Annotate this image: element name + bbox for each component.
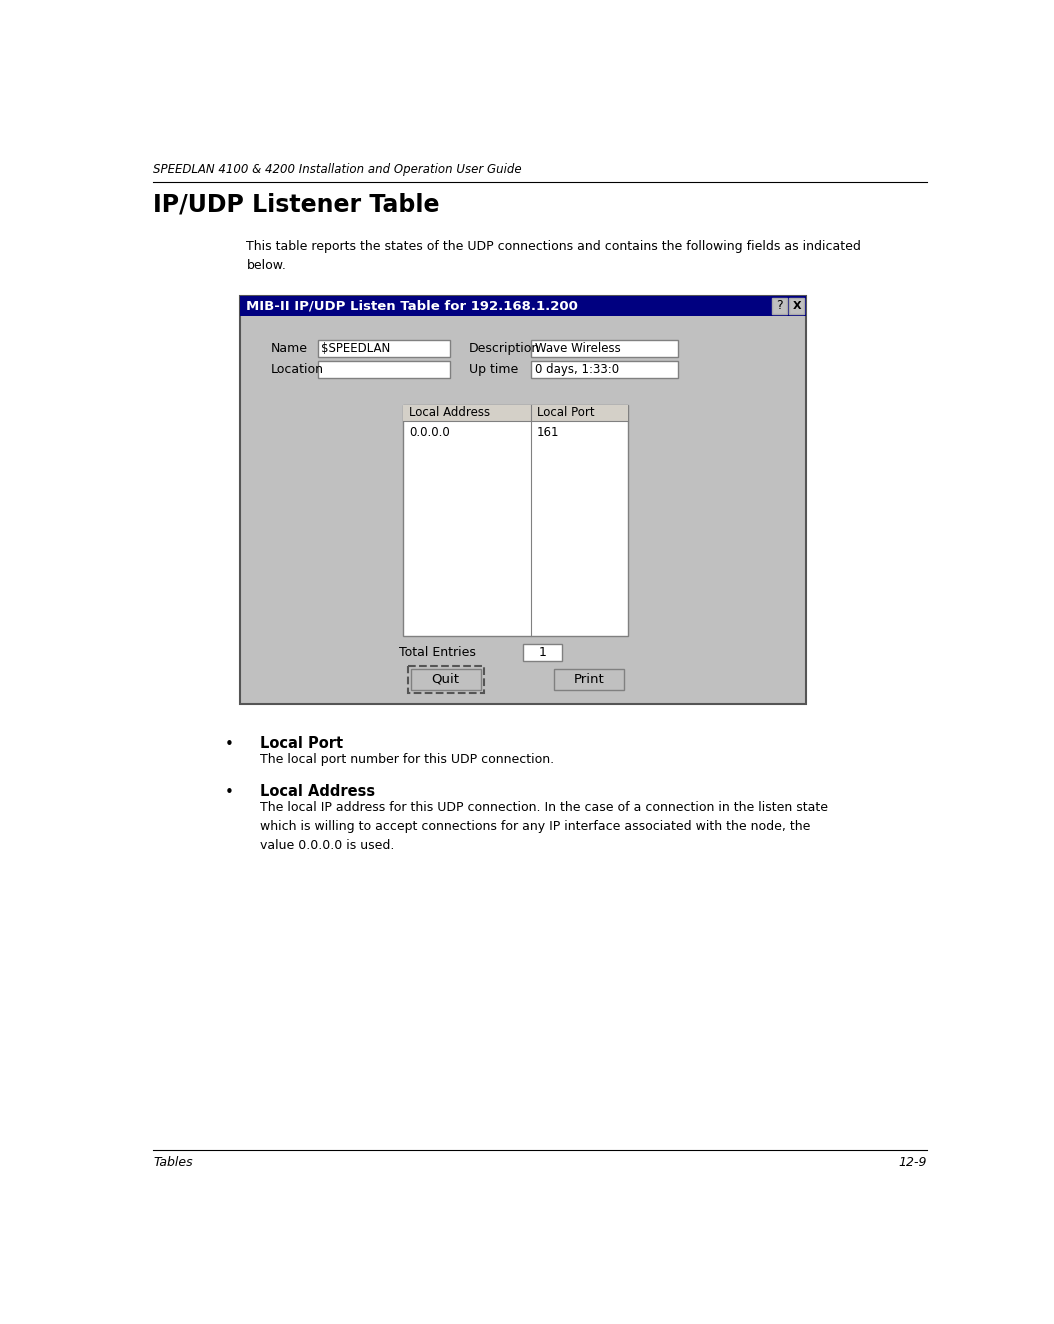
Text: Local Port: Local Port xyxy=(259,736,343,752)
Text: IP/UDP Listener Table: IP/UDP Listener Table xyxy=(154,192,440,216)
Bar xyxy=(531,340,678,356)
Bar xyxy=(317,340,449,356)
Text: Quit: Quit xyxy=(432,673,460,686)
Text: •: • xyxy=(225,785,234,800)
Text: $SPEEDLAN: $SPEEDLAN xyxy=(320,342,390,355)
Bar xyxy=(411,669,481,690)
Bar xyxy=(240,297,806,704)
Text: X: X xyxy=(793,301,801,311)
Text: The local IP address for this UDP connection. In the case of a connection in the: The local IP address for this UDP connec… xyxy=(259,801,827,853)
Bar xyxy=(772,298,787,314)
Text: 161: 161 xyxy=(538,426,560,438)
Text: Tables: Tables xyxy=(154,1156,193,1169)
Text: The local port number for this UDP connection.: The local port number for this UDP conne… xyxy=(259,753,553,767)
Text: Local Address: Local Address xyxy=(259,784,375,800)
Bar xyxy=(403,405,628,636)
Text: Description: Description xyxy=(469,342,540,355)
Text: •: • xyxy=(225,737,234,752)
Text: Location: Location xyxy=(271,363,325,376)
Text: Total Entries: Total Entries xyxy=(399,646,476,659)
Bar xyxy=(317,361,449,379)
Text: 0 days, 1:33:0: 0 days, 1:33:0 xyxy=(534,363,619,376)
Bar xyxy=(240,297,806,316)
Text: SPEEDLAN 4100 & 4200 Installation and Operation User Guide: SPEEDLAN 4100 & 4200 Installation and Op… xyxy=(154,163,522,176)
Bar xyxy=(531,361,678,379)
Text: Print: Print xyxy=(573,673,604,686)
Text: ?: ? xyxy=(777,299,783,312)
Text: Local Address: Local Address xyxy=(409,406,490,420)
Text: Up time: Up time xyxy=(469,363,519,376)
Bar xyxy=(554,669,624,690)
Bar xyxy=(408,666,484,694)
Text: Local Port: Local Port xyxy=(538,406,594,420)
Text: Wave Wireless: Wave Wireless xyxy=(534,342,621,355)
Text: This table reports the states of the UDP connections and contains the following : This table reports the states of the UDP… xyxy=(247,240,861,271)
Bar xyxy=(523,643,562,661)
Text: Name: Name xyxy=(271,342,308,355)
Text: 1: 1 xyxy=(539,646,546,659)
Text: 0.0.0.0: 0.0.0.0 xyxy=(409,426,450,438)
Text: 12-9: 12-9 xyxy=(898,1156,926,1169)
Bar xyxy=(403,405,628,421)
Text: MIB-II IP/UDP Listen Table for 192.168.1.200: MIB-II IP/UDP Listen Table for 192.168.1… xyxy=(246,299,578,312)
Bar xyxy=(789,298,804,314)
